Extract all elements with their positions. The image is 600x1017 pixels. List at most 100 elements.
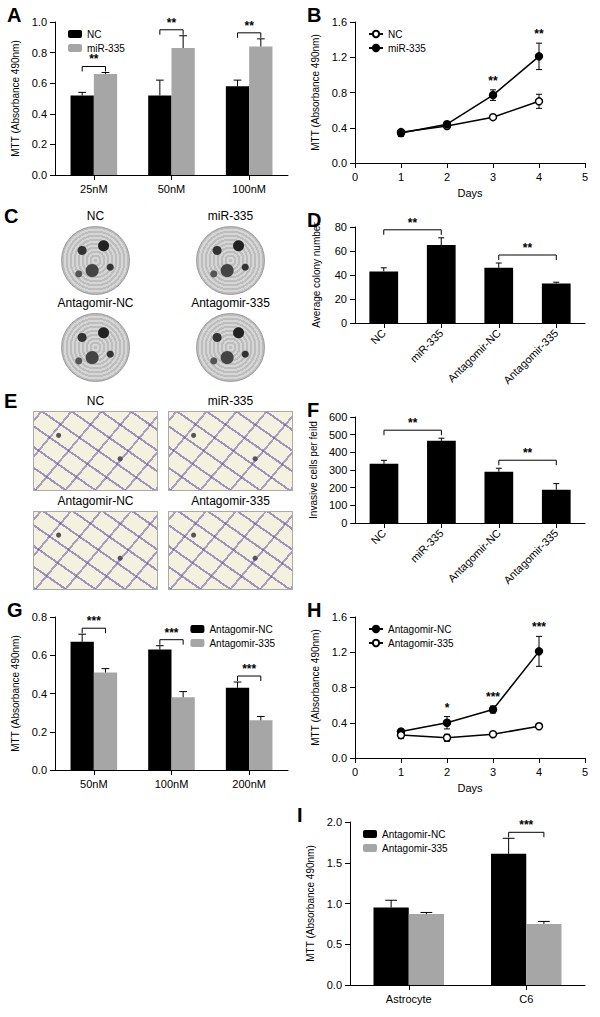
svg-text:40: 40 bbox=[335, 269, 347, 281]
svg-text:Days: Days bbox=[457, 782, 483, 794]
svg-text:200: 200 bbox=[329, 482, 347, 494]
svg-text:1: 1 bbox=[398, 171, 404, 183]
svg-text:**: ** bbox=[167, 16, 177, 30]
svg-text:400: 400 bbox=[329, 446, 347, 458]
svg-text:1.0: 1.0 bbox=[32, 16, 47, 28]
svg-text:NC: NC bbox=[368, 327, 388, 347]
svg-text:NC: NC bbox=[388, 29, 402, 40]
svg-text:1.2: 1.2 bbox=[332, 51, 347, 63]
svg-text:0.4: 0.4 bbox=[332, 717, 347, 729]
svg-text:1.5: 1.5 bbox=[327, 857, 342, 869]
svg-text:NC: NC bbox=[369, 527, 389, 547]
svg-text:***: *** bbox=[164, 626, 178, 640]
svg-text:0: 0 bbox=[341, 317, 347, 329]
svg-text:0: 0 bbox=[352, 171, 358, 183]
svg-text:NC: NC bbox=[87, 29, 101, 40]
svg-text:Antagomir-NC: Antagomir-NC bbox=[382, 829, 445, 840]
svg-text:MTT (Absorbance 490nm): MTT (Absorbance 490nm) bbox=[10, 40, 21, 157]
svg-text:D: D bbox=[307, 209, 321, 231]
svg-text:MTT (Absorbance 490nm): MTT (Absorbance 490nm) bbox=[310, 629, 321, 746]
svg-text:Antagomir-335: Antagomir-335 bbox=[209, 638, 275, 649]
svg-text:Antagomir-NC: Antagomir-NC bbox=[388, 624, 451, 635]
svg-text:0.0: 0.0 bbox=[327, 979, 342, 991]
svg-text:0.8: 0.8 bbox=[32, 47, 47, 59]
svg-text:A: A bbox=[7, 4, 21, 26]
svg-text:miR-335: miR-335 bbox=[408, 527, 446, 565]
svg-text:Antagomir-NC: Antagomir-NC bbox=[445, 327, 503, 385]
svg-text:0.0: 0.0 bbox=[32, 764, 47, 776]
svg-text:4: 4 bbox=[536, 171, 542, 183]
svg-text:100nM: 100nM bbox=[155, 778, 189, 790]
svg-text:MTT (Absorbance 490nm): MTT (Absorbance 490nm) bbox=[10, 635, 21, 752]
svg-text:Average colony number: Average colony number bbox=[311, 222, 322, 328]
svg-text:I: I bbox=[297, 804, 303, 826]
svg-text:200nM: 200nM bbox=[232, 778, 266, 790]
svg-text:3: 3 bbox=[490, 766, 496, 778]
svg-text:***: *** bbox=[87, 614, 101, 628]
svg-text:Days: Days bbox=[457, 187, 483, 199]
svg-text:50nM: 50nM bbox=[158, 183, 186, 195]
svg-text:miR-335: miR-335 bbox=[388, 43, 426, 54]
svg-text:50nM: 50nM bbox=[80, 778, 108, 790]
svg-text:100: 100 bbox=[329, 499, 347, 511]
svg-text:0.2: 0.2 bbox=[32, 138, 47, 150]
svg-text:Antagomir-335: Antagomir-335 bbox=[388, 638, 454, 649]
svg-text:Antagomir-NC: Antagomir-NC bbox=[209, 624, 272, 635]
svg-text:0.6: 0.6 bbox=[32, 649, 47, 661]
svg-text:0.6: 0.6 bbox=[32, 77, 47, 89]
svg-text:Antagomir-335: Antagomir-335 bbox=[501, 327, 560, 386]
svg-text:1.2: 1.2 bbox=[332, 646, 347, 658]
svg-text:2: 2 bbox=[444, 766, 450, 778]
svg-text:**: ** bbox=[488, 74, 498, 88]
svg-text:1.0: 1.0 bbox=[327, 898, 342, 910]
svg-text:60: 60 bbox=[335, 245, 347, 257]
svg-text:4: 4 bbox=[536, 766, 542, 778]
svg-text:*: * bbox=[445, 701, 450, 715]
svg-text:F: F bbox=[307, 399, 319, 421]
svg-text:miR-335: miR-335 bbox=[408, 327, 446, 365]
svg-text:Antagomir-335: Antagomir-335 bbox=[501, 527, 560, 586]
svg-text:2.0: 2.0 bbox=[327, 816, 342, 828]
svg-text:500: 500 bbox=[329, 429, 347, 441]
svg-text:H: H bbox=[307, 599, 321, 621]
svg-text:**: ** bbox=[408, 216, 418, 230]
svg-text:600: 600 bbox=[329, 411, 347, 423]
svg-text:0: 0 bbox=[352, 766, 358, 778]
svg-text:***: *** bbox=[532, 620, 546, 634]
svg-text:**: ** bbox=[523, 446, 533, 460]
svg-text:0.2: 0.2 bbox=[32, 726, 47, 738]
svg-text:0.4: 0.4 bbox=[32, 688, 47, 700]
svg-text:1.6: 1.6 bbox=[332, 16, 347, 28]
svg-text:0.0: 0.0 bbox=[32, 169, 47, 181]
svg-text:MTT (Absorbance 490nm): MTT (Absorbance 490nm) bbox=[305, 845, 316, 962]
svg-text:***: *** bbox=[519, 818, 533, 832]
svg-text:MTT (Absorbance 490nm): MTT (Absorbance 490nm) bbox=[310, 34, 321, 151]
svg-text:**: ** bbox=[244, 19, 254, 33]
svg-text:G: G bbox=[7, 599, 23, 621]
svg-text:0: 0 bbox=[341, 517, 347, 529]
svg-text:2: 2 bbox=[444, 171, 450, 183]
svg-text:0.0: 0.0 bbox=[332, 157, 347, 169]
svg-text:5: 5 bbox=[582, 766, 588, 778]
svg-text:100nM: 100nM bbox=[232, 183, 266, 195]
svg-text:0.0: 0.0 bbox=[332, 752, 347, 764]
svg-text:Astrocyte: Astrocyte bbox=[386, 993, 432, 1005]
svg-text:300: 300 bbox=[329, 464, 347, 476]
svg-text:**: ** bbox=[408, 416, 418, 430]
svg-text:***: *** bbox=[486, 690, 500, 704]
svg-text:1.6: 1.6 bbox=[332, 611, 347, 623]
svg-text:0.4: 0.4 bbox=[332, 122, 347, 134]
svg-text:0.8: 0.8 bbox=[32, 611, 47, 623]
svg-text:3: 3 bbox=[490, 171, 496, 183]
svg-text:0.5: 0.5 bbox=[327, 938, 342, 950]
svg-text:0.8: 0.8 bbox=[332, 87, 347, 99]
svg-text:Antagomir-335: Antagomir-335 bbox=[382, 843, 448, 854]
svg-text:**: ** bbox=[523, 241, 533, 255]
svg-text:0.4: 0.4 bbox=[32, 108, 47, 120]
svg-text:0.8: 0.8 bbox=[332, 682, 347, 694]
svg-text:C6: C6 bbox=[519, 993, 533, 1005]
svg-text:**: ** bbox=[89, 52, 99, 66]
svg-text:20: 20 bbox=[335, 293, 347, 305]
svg-text:Antagomir-NC: Antagomir-NC bbox=[445, 527, 503, 585]
svg-text:5: 5 bbox=[582, 171, 588, 183]
